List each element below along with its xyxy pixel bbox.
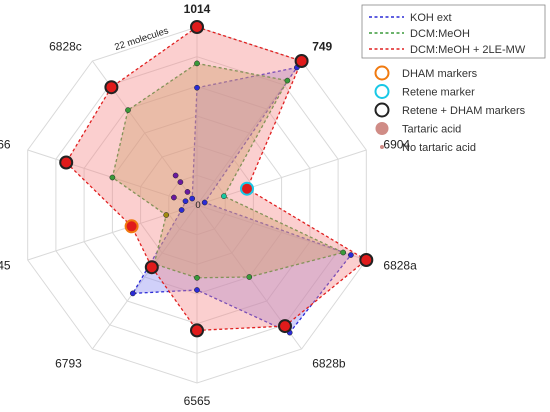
data-point-6828c — [177, 179, 184, 185]
data-point-749 — [294, 54, 309, 68]
data-point-6828a — [359, 253, 374, 267]
data-point-6828b — [278, 319, 292, 334]
axis-label-6828a: 6828a — [383, 259, 417, 273]
data-point-6566 — [182, 198, 189, 205]
axis-label-6828b: 6828b — [312, 357, 346, 371]
radar-grid — [27, 26, 367, 384]
data-point-6566 — [171, 194, 177, 201]
legend-label-dham-markers: DHAM markers — [402, 68, 478, 80]
axis-label-6904: 6904 — [383, 137, 410, 151]
axis-label-6565: 6565 — [184, 394, 211, 408]
axis-label-6566: 6566 — [0, 137, 11, 151]
legend-label-tartaric-acid: Tartaric acid — [402, 124, 461, 136]
legend-label-koh-ext: KOH ext — [410, 12, 452, 24]
data-point-6565 — [190, 323, 204, 338]
data-point-6828c — [189, 195, 196, 202]
axis-label-6793: 6793 — [55, 357, 82, 371]
data-point-6545 — [124, 219, 139, 234]
legend-marker-no-tartaric-acid — [380, 145, 384, 149]
series-dcm-meoh — [111, 62, 344, 279]
data-point-6565 — [194, 287, 200, 293]
legend-label-dcm-meoh-2le-mw: DCM:MeOH + 2LE-MW — [410, 44, 526, 56]
data-point-6828c — [104, 80, 119, 95]
data-point-6904 — [221, 193, 227, 200]
radar-data-points — [59, 20, 374, 338]
legend-marker-tartaric-acid — [375, 122, 389, 135]
data-point-6828c — [184, 189, 191, 195]
data-point-749 — [284, 77, 291, 84]
data-point-6793 — [129, 290, 136, 297]
data-point-1014 — [190, 20, 204, 34]
data-point-6828c — [125, 107, 131, 113]
scale-center-label: 0 — [195, 200, 200, 211]
grid-spoke-6793 — [91, 204, 198, 350]
legend-marker-retene-marker — [374, 84, 390, 99]
legend-label-retene-marker: Retene marker — [402, 87, 475, 99]
axis-label-6828c: 6828c — [49, 39, 82, 53]
data-point-6904 — [240, 181, 254, 196]
legend-label-retene-dham-markers: Retene + DHAM markers — [402, 105, 526, 117]
series-dcm-meoh-2le-mw — [65, 26, 367, 332]
data-point-6566 — [109, 174, 116, 181]
chart-legend: KOH ext DCM:MeOH DCM:MeOH + 2LE-MW DHAM mar… — [361, 4, 546, 154]
data-point-1014 — [194, 84, 200, 91]
scale-max-label: 22 molecules — [113, 25, 170, 53]
data-point-6545 — [178, 207, 185, 213]
data-point-6566 — [59, 155, 74, 170]
data-point-6828c — [172, 172, 179, 179]
legend-marker-retene-dham-markers — [374, 102, 390, 118]
axis-label-1014: 1014 — [184, 2, 211, 16]
data-point-6828b — [246, 274, 253, 280]
legend-label-dcm-meoh: DCM:MeOH — [410, 28, 470, 40]
legend-marker-dham-markers — [374, 65, 390, 81]
legend-label-no-tartaric-acid: No tartaric acid — [402, 142, 476, 154]
data-point-6828a — [348, 252, 354, 258]
data-point-6565 — [194, 274, 200, 281]
data-point-6793 — [144, 260, 159, 275]
data-point-6904 — [201, 199, 208, 206]
axis-label-6545: 6545 — [0, 259, 11, 273]
data-point-6545 — [163, 212, 170, 218]
data-point-6828a — [340, 249, 347, 256]
data-point-1014 — [194, 60, 200, 67]
axis-label-749: 749 — [312, 39, 332, 53]
